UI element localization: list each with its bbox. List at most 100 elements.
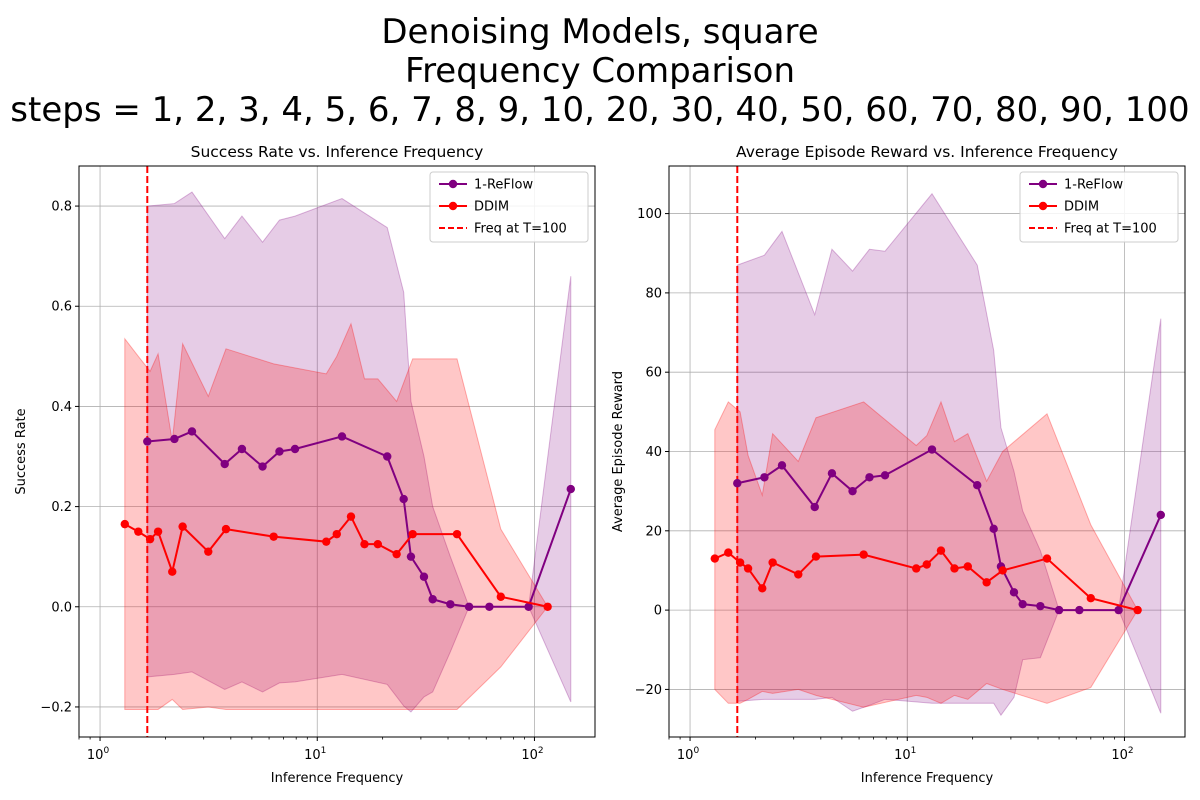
legend-label-2: DDIM [1064,200,1099,215]
x-tick-label-1: 101 [894,746,916,763]
x-ticks: 100 101 102 [668,737,1134,763]
series-2-point-10 [922,560,931,569]
series-2-point-3 [743,564,753,573]
x-tick-exponent: 2 [538,746,544,756]
legend-label-1: 1-ReFlow [474,178,533,193]
series-2-point-2 [145,534,155,544]
series-2-point-15 [998,566,1007,575]
series-2-point-1 [134,527,143,536]
series-1-point-5 [848,486,857,496]
series-1-point-3 [810,502,819,512]
series-1-point-5 [258,462,267,471]
series-1-point-9 [973,481,982,490]
y-tick-label-4: 0.6 [51,300,72,315]
x-tick-label-2: 102 [521,746,543,763]
y-tick-label-5: 0.8 [51,200,72,215]
confidence-band-2 [714,400,1139,708]
x-axis-label: Inference Frequency [861,771,994,786]
y-tick-label-5: 80 [645,286,662,301]
legend-label-1: 1-ReFlow [1064,178,1123,193]
series-2-point-2 [735,558,745,567]
chart-title: Average Episode Reward vs. Inference Fre… [736,143,1118,161]
series-2-point-7 [811,552,821,561]
figure-title-line-1: Denoising Models, square [381,12,819,52]
legend-marker-1 [1038,179,1048,189]
series-2-point-18 [543,602,552,611]
x-tick-exponent: 0 [693,746,699,756]
series-1-point-9 [383,452,392,461]
series-1-point-7 [880,471,890,480]
series-2-point-14 [392,549,401,559]
series-1-point-8 [927,445,937,454]
legend-box [1019,171,1179,243]
series-2-point-7 [221,524,231,534]
legend-label-3: Freq at T=100 [474,222,567,237]
series-2-point-16 [452,529,462,539]
series-1-point-14 [1036,601,1045,611]
legend-marker-2 [448,201,458,211]
chart-title: Success Rate vs. Inference Frequency [191,143,484,161]
series-1-point-0 [143,437,152,446]
series-1-point-16 [485,602,494,611]
y-ticks: −0.2 0.0 0.2 0.4 0.6 0.8 [40,200,79,715]
confidence-band-2 [124,322,549,710]
series-2-point-17 [1086,594,1096,603]
series-2-point-5 [768,558,777,567]
series-1-point-4 [237,444,247,454]
series-2-point-13 [373,539,382,549]
y-tick-label-6: 100 [637,207,662,222]
series-1-point-15 [1054,605,1064,615]
series-2-point-0 [710,554,719,563]
series-2-point-8 [269,532,278,541]
series-1-point-6 [275,447,284,456]
series-2-point-17 [496,592,506,601]
series-1-point-11 [406,552,416,561]
series-1-point-7 [290,444,300,454]
series-2-point-13 [963,562,972,571]
series-2-point-6 [794,570,803,579]
series-2-point-14 [982,578,991,587]
series-2-point-15 [408,529,417,539]
series-2-point-9 [912,564,921,573]
series-1-point-13 [1018,599,1027,609]
series-1-point-13 [428,595,437,604]
series-1-point-17 [1114,605,1123,615]
y-tick-label-0: −0.2 [40,700,72,715]
series-1-point-17 [524,602,533,611]
legend-marker-1 [448,179,458,189]
figure-title-line-2: Frequency Comparison [404,51,796,91]
x-tick-exponent: 2 [1128,746,1134,756]
x-tick-label-2: 102 [1111,746,1133,763]
series-1-point-2 [187,427,197,436]
x-ticks: 100 101 102 [78,737,544,763]
series-1-point-0 [733,479,742,488]
series-1-point-10 [989,524,998,534]
y-tick-label-0: −20 [635,683,662,698]
series-2-point-18 [1133,605,1142,615]
series-1-point-1 [760,473,769,482]
y-tick-label-4: 60 [645,366,662,381]
figure-title-line-3: steps = 1, 2, 3, 4, 5, 6, 7, 8, 9, 10, 2… [10,90,1190,130]
series-2-point-11 [936,546,946,555]
series-1-point-12 [419,572,429,581]
y-tick-label-2: 0.2 [51,500,72,515]
legend: 1-ReFlow DDIM Freq at T=100 [1019,171,1179,243]
legend-marker-2 [1038,201,1048,211]
x-axis-label: Inference Frequency [271,771,404,786]
series-1-point-12 [1009,588,1019,597]
y-tick-label-2: 20 [645,524,662,539]
x-tick-exponent: 1 [321,746,327,756]
y-ticks: −20 0 20 40 60 80 100 [635,207,669,698]
confidence-band-1 [146,191,572,713]
y-tick-label-3: 40 [645,445,662,460]
y-tick-label-1: 0.0 [51,600,72,615]
x-tick-label-0: 100 [677,746,700,763]
series-1-point-10 [399,494,408,504]
series-2-point-0 [120,519,129,529]
series-1-point-8 [337,432,347,441]
y-tick-label-1: 0 [654,604,662,619]
legend-label-2: DDIM [474,200,509,215]
series-2-point-12 [360,539,369,549]
series-2-point-6 [204,547,213,556]
